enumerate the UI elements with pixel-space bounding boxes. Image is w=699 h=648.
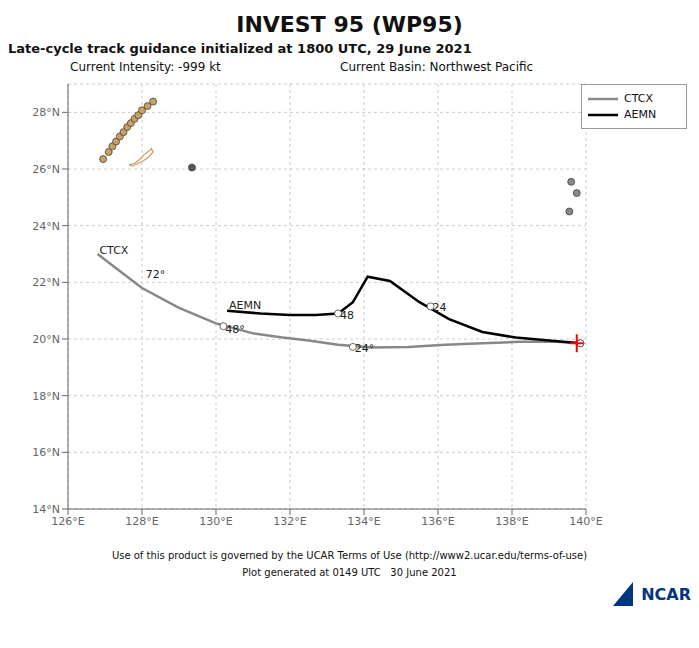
svg-text:18°N: 18°N (32, 390, 60, 403)
html-text:Use of this product is governe: Use of this product is governed by the U… (111, 550, 588, 561)
svg-text:126°E: 126°E (51, 515, 84, 528)
svg-text:48: 48 (340, 309, 354, 322)
svg-text:22°N: 22°N (32, 276, 60, 289)
svg-text:134°E: 134°E (347, 515, 380, 528)
svg-text:128°E: 128°E (125, 515, 158, 528)
html-text:Plot generated at 0149 UTC 30: Plot generated at 0149 UTC 30 June 2021 (242, 567, 457, 578)
html-text:Current Basin: Northwest Pacif: Current Basin: Northwest Pacific (340, 60, 534, 74)
svg-text:28°N: 28°N (32, 106, 60, 119)
svg-text:132°E: 132°E (273, 515, 306, 528)
svg-text:CTCX: CTCX (99, 244, 128, 257)
svg-text:14°N: 14°N (32, 503, 60, 516)
svg-text:138°E: 138°E (495, 515, 528, 528)
html-text:AEMN: AEMN (624, 108, 657, 121)
svg-text:16°N: 16°N (32, 446, 60, 459)
svg-text:24: 24 (432, 301, 446, 314)
html-text:NCAR: NCAR (641, 584, 691, 604)
svg-text:24°: 24° (355, 342, 375, 355)
html-text:INVEST 95 (WP95): INVEST 95 (WP95) (236, 12, 463, 37)
svg-text:136°E: 136°E (421, 515, 454, 528)
svg-text:48°: 48° (225, 323, 245, 336)
svg-text:72°: 72° (146, 268, 166, 281)
svg-text:26°N: 26°N (32, 163, 60, 176)
html-text:Late-cycle track guidance init: Late-cycle track guidance initialized at… (8, 41, 472, 56)
svg-text:20°N: 20°N (32, 333, 60, 346)
svg-text:140°E: 140°E (569, 515, 602, 528)
html-text:Current Intensity: -999 kt: Current Intensity: -999 kt (70, 60, 221, 74)
svg-text:130°E: 130°E (199, 515, 232, 528)
svg-text:24°N: 24°N (32, 220, 60, 233)
html-text:CTCX: CTCX (624, 92, 653, 105)
svg-text:AEMN: AEMN (229, 299, 261, 312)
